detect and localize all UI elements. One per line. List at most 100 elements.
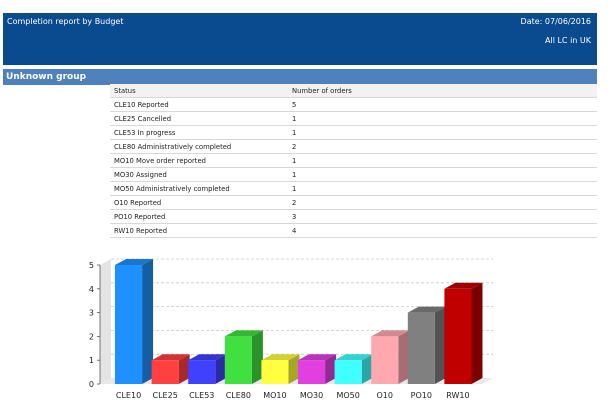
bar-top — [261, 354, 300, 361]
x-tick-label: MO30 — [300, 391, 323, 400]
count-cell: 1 — [288, 125, 597, 140]
bar-front — [407, 312, 435, 384]
bar-cle53 — [188, 354, 227, 384]
x-tick-label: CLE53 — [189, 391, 214, 400]
table-row: O10 Reported 2 — [110, 195, 597, 210]
bar-cle80 — [224, 330, 263, 384]
bar-side — [215, 354, 227, 384]
bar-front — [151, 360, 179, 384]
count-cell: 5 — [288, 97, 597, 112]
column-status: Status — [110, 84, 288, 98]
bar-cle10 — [115, 259, 154, 384]
chart-bars — [115, 259, 483, 384]
bar-top — [334, 354, 373, 361]
count-cell: 3 — [288, 209, 597, 224]
count-cell: 1 — [288, 167, 597, 182]
table-row: PO10 Reported 3 — [110, 209, 597, 224]
count-cell: 2 — [288, 195, 597, 210]
status-cell: MO10 Move order reported — [110, 153, 288, 168]
orders-bar-chart: 0 1 2 3 4 5 CLE10 CLE25 CLE53 CLE80 MO10 MO30 MO50 O… — [89, 258, 493, 400]
status-cell: CLE53 In progress — [110, 125, 288, 140]
bar-o10 — [371, 330, 410, 384]
x-tick-label: RW10 — [446, 391, 469, 400]
table-row: MO10 Move order reported 1 — [110, 153, 597, 168]
group-heading: Unknown group — [3, 69, 597, 85]
bar-side — [434, 306, 446, 384]
status-cell: CLE25 Cancelled — [110, 111, 288, 126]
bar-side — [142, 259, 154, 384]
bar-side — [471, 282, 483, 384]
report-header: Completion report by Budget Date: 07/06/… — [3, 13, 597, 65]
x-tick-label: CLE10 — [116, 391, 141, 400]
status-table: Status Number of orders CLE10 Reported 5 C… — [110, 84, 597, 238]
status-cell: MO30 Assigned — [110, 167, 288, 182]
x-tick-label: O10 — [376, 391, 392, 400]
bar-front — [334, 360, 362, 384]
y-tick-label: 0 — [89, 380, 94, 389]
table-header-row: Status Number of orders — [110, 84, 597, 98]
bar-mo30 — [298, 354, 337, 384]
bar-top — [407, 306, 446, 313]
table-row: CLE25 Cancelled 1 — [110, 111, 597, 126]
table-row: CLE10 Reported 5 — [110, 97, 597, 112]
bar-front — [371, 336, 399, 384]
y-tick-label: 1 — [89, 356, 94, 365]
group-label: Unknown group — [6, 72, 87, 82]
bar-mo10 — [261, 354, 300, 384]
status-cell: PO10 Reported — [110, 209, 288, 224]
bar-top — [188, 354, 227, 361]
status-cell: CLE10 Reported — [110, 97, 288, 112]
y-tick-label: 5 — [89, 261, 94, 270]
count-cell: 1 — [288, 181, 597, 196]
bar-top — [298, 354, 337, 361]
bar-mo50 — [334, 354, 373, 384]
table-row: CLE80 Administratively completed 2 — [110, 139, 597, 154]
count-cell: 1 — [288, 153, 597, 168]
x-tick-label: MO50 — [336, 391, 359, 400]
bar-side — [178, 354, 190, 384]
report-scope: All LC in UK — [545, 36, 591, 45]
bar-top — [224, 330, 263, 337]
x-tick-label: PO10 — [411, 391, 432, 400]
bar-side — [251, 330, 263, 384]
x-tick-label: MO10 — [263, 391, 286, 400]
bar-front — [298, 360, 326, 384]
status-cell: CLE80 Administratively completed — [110, 139, 288, 154]
table-row: RW10 Reported 4 — [110, 223, 597, 238]
bar-front — [115, 265, 143, 384]
bar-front — [261, 360, 289, 384]
count-cell: 1 — [288, 111, 597, 126]
bar-top — [444, 282, 483, 289]
chart-y-axis: 0 1 2 3 4 5 — [89, 261, 101, 389]
bar-rw10 — [444, 282, 483, 384]
status-cell: O10 Reported — [110, 195, 288, 210]
bar-front — [444, 288, 472, 384]
bar-po10 — [407, 306, 446, 384]
x-tick-label: CLE25 — [153, 391, 178, 400]
count-cell: 4 — [288, 223, 597, 238]
report-title: Completion report by Budget — [7, 17, 124, 26]
bar-front — [224, 336, 252, 384]
count-cell: 2 — [288, 139, 597, 154]
y-tick-label: 4 — [89, 285, 94, 294]
status-cell: RW10 Reported — [110, 223, 288, 238]
bar-side — [325, 354, 337, 384]
status-cell: MO50 Administratively completed — [110, 181, 288, 196]
y-tick-label: 2 — [89, 332, 94, 341]
bar-front — [188, 360, 216, 384]
bar-cle25 — [151, 354, 190, 384]
bar-top — [151, 354, 190, 361]
table-row: MO50 Administratively completed 1 — [110, 181, 597, 196]
chart-x-labels: CLE10 CLE25 CLE53 CLE80 MO10 MO30 MO50 O10 PO10 R… — [116, 391, 470, 400]
report-date: Date: 07/06/2016 — [520, 17, 591, 26]
y-tick-label: 3 — [89, 309, 94, 318]
bar-side — [361, 354, 373, 384]
bar-top — [115, 259, 154, 265]
column-number-of-orders: Number of orders — [288, 84, 597, 98]
table-row: CLE53 In progress 1 — [110, 125, 597, 140]
x-tick-label: CLE80 — [226, 391, 251, 400]
chart-side-wall — [100, 259, 111, 384]
table-row: MO30 Assigned 1 — [110, 167, 597, 182]
bar-side — [288, 354, 300, 384]
bar-side — [398, 330, 410, 384]
